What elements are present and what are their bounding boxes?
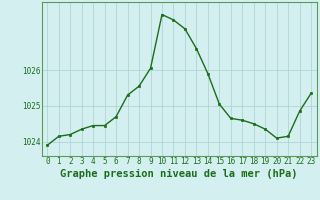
X-axis label: Graphe pression niveau de la mer (hPa): Graphe pression niveau de la mer (hPa) bbox=[60, 169, 298, 179]
